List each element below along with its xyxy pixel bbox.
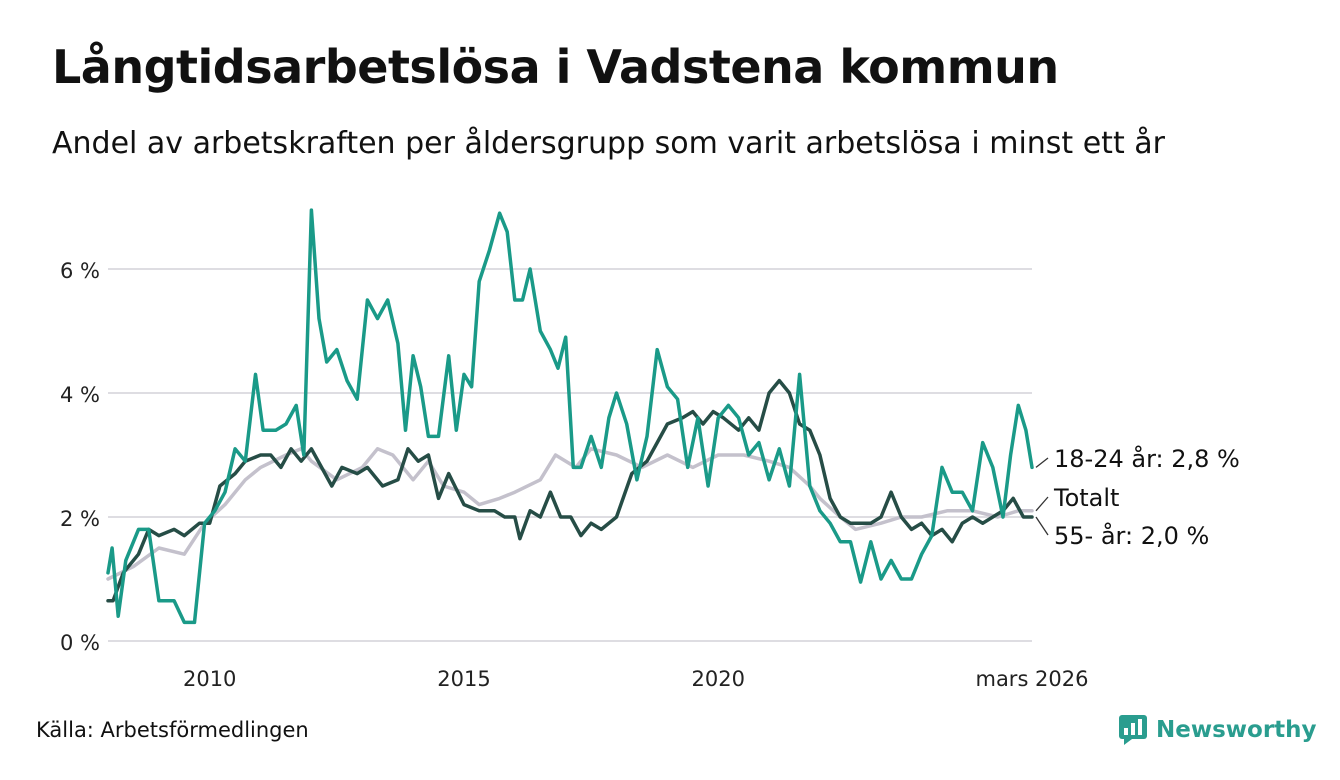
y-tick-label: 6 % [60, 259, 100, 283]
y-tick-label: 0 % [60, 631, 100, 655]
series-end-label: 55- år: 2,0 % [1054, 521, 1209, 550]
y-tick-label: 4 % [60, 383, 100, 407]
series-line-55-r [106, 378, 1034, 603]
label-leader-line [1035, 457, 1049, 468]
newsworthy-logo: Newsworthy [1118, 713, 1317, 747]
chart-title: Långtidsarbetslösa i Vadstena kommun [52, 40, 1059, 94]
series-labels: 18-24 år: 2,8 % Totalt 55- år: 2,0 % [1035, 444, 1240, 550]
series-line-totalt [106, 447, 1034, 581]
brand-name: Newsworthy [1156, 717, 1317, 743]
chart-bubble-icon [1119, 715, 1147, 745]
x-tick-label: 2020 [692, 667, 745, 691]
x-tick-label: 2010 [183, 667, 236, 691]
y-tick-label: 2 % [60, 507, 100, 531]
series-end-label: 18-24 år: 2,8 % [1054, 444, 1240, 473]
source-note: Källa: Arbetsförmedlingen [36, 718, 309, 742]
series-lines [106, 208, 1034, 625]
x-tick-label: 2015 [437, 667, 490, 691]
label-leader-line [1035, 496, 1049, 512]
x-tick-label: mars 2026 [975, 667, 1088, 691]
label-leader-line [1035, 516, 1049, 536]
chart-subtitle: Andel av arbetskraften per åldersgrupp s… [52, 126, 1165, 161]
series-line-18-24-r [106, 208, 1034, 625]
axis-labels: 0 % 2 % 4 % 6 % 2010 2015 2020 mars 2026 [60, 259, 1089, 691]
series-end-label: Totalt [1053, 484, 1119, 512]
line-chart: 18-24 år: 2,8 % Totalt 55- år: 2,0 % 0 % 2 … [60, 208, 1240, 691]
